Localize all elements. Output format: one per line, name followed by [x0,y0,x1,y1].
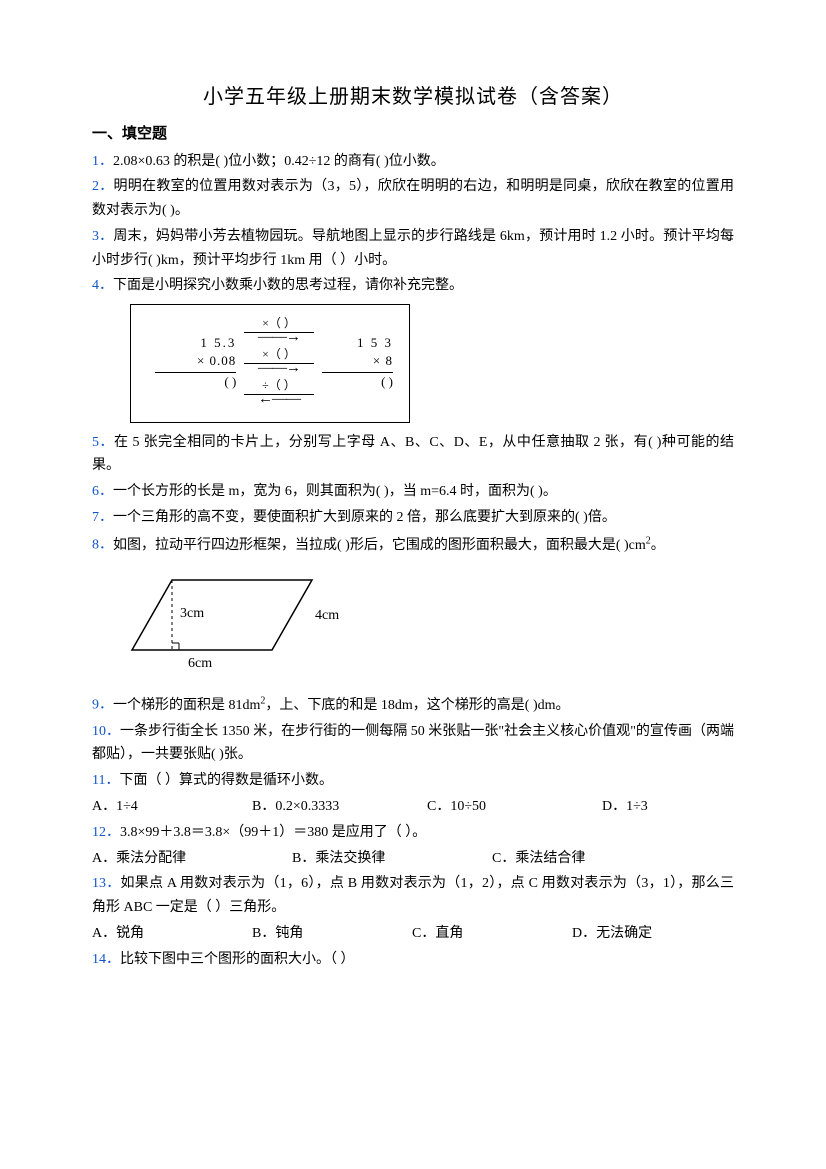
qnum: 3． [92,229,113,244]
question-6: 6．一个长方形的长是 m，宽为 6，则其面积为( )，当 m=6.4 时，面积为… [92,480,734,504]
question-7: 7．一个三角形的高不变，要使面积扩大到原来的 2 倍，那么底要扩大到原来的( )… [92,506,734,530]
question-11-options: A．1÷4 B．0.2×0.3333 C．10÷50 D．1÷3 [92,795,734,819]
qnum: 13． [92,876,120,891]
multiplication-diagram: 1 5.3 × 0.08 ( ) ×（ ） ――→ ×（ ） ――→ ÷（ ） … [130,304,410,422]
question-8: 8．如图，拉动平行四边形框架，当拉成( )形后，它围成的图形面积最大，面积最大是… [92,532,734,557]
qnum: 4． [92,278,113,293]
qnum: 2． [92,179,114,194]
qtext: 在 5 张完全相同的卡片上，分别写上字母 A、B、C、D、E，从中任意抽取 2 … [92,435,734,474]
option-b: B．乘法交换律 [292,847,492,871]
option-d: D．无法确定 [572,922,732,946]
arrow-left-icon: ←―― [236,389,321,410]
qnum: 7． [92,510,113,525]
qnum: 14． [92,952,120,967]
qnum: 6． [92,484,113,499]
question-14: 14．比较下图中三个图形的面积大小。（ ） [92,948,734,972]
qnum: 8． [92,538,113,553]
qtext: 一个三角形的高不变，要使面积扩大到原来的 2 倍，那么底要扩大到原来的( )倍。 [113,510,616,525]
option-d: D．1÷3 [602,795,648,819]
question-2: 2．明明在教室的位置用数对表示为（3，5），欣欣在明明的右边，和明明是同桌，欣欣… [92,175,734,223]
qtext: 周末，妈妈带小芳去植物园玩。导航地图上显示的步行路线是 6km，预计用时 1.2… [92,229,734,268]
arrow-icon: ――→ [236,358,321,379]
qnum: 10． [92,724,120,739]
option-a: A．1÷4 [92,795,252,819]
page-title: 小学五年级上册期末数学模拟试卷（含答案） [92,80,734,114]
para-side-label: 4cm [315,608,339,623]
qnum: 12． [92,825,120,840]
qtext: 下面是小明探究小数乘小数的思考过程，请你补充完整。 [113,278,463,293]
diag-left-top: 1 5.3 [155,334,236,352]
question-11: 11．下面（ ）算式的得数是循环小数。 [92,769,734,793]
para-height-label: 3cm [180,606,204,621]
diag-left-bot: ( ) [155,373,236,391]
option-a: A．锐角 [92,922,252,946]
qtext: 一个梯形的面积是 81dm2，上、下底的和是 18dm，这个梯形的高是( )dm… [113,698,570,713]
question-4: 4．下面是小明探究小数乘小数的思考过程，请你补充完整。 [92,274,734,298]
diag-right-top: 1 5 3 [322,334,393,352]
qnum: 5． [92,435,114,450]
option-c: C．直角 [412,922,572,946]
question-1: 1．2.08×0.63 的积是( )位小数；0.42÷12 的商有( )位小数。 [92,150,734,174]
option-b: B．钝角 [252,922,412,946]
diag-left-mid: × 0.08 [155,352,236,372]
diag-right-mid: × 8 [322,352,393,372]
section-heading: 一、填空题 [92,122,734,148]
question-13: 13．如果点 A 用数对表示为（1，6），点 B 用数对表示为（1，2），点 C… [92,872,734,920]
option-b: B．0.2×0.3333 [252,795,427,819]
qtext: 一个长方形的长是 m，宽为 6，则其面积为( )，当 m=6.4 时，面积为( … [113,484,557,499]
question-12: 12．3.8×99＋3.8＝3.8×（99＋1）＝380 是应用了（ ）。 [92,821,734,845]
diag-right-bot: ( ) [322,373,393,391]
question-5: 5．在 5 张完全相同的卡片上，分别写上字母 A、B、C、D、E，从中任意抽取 … [92,431,734,479]
question-13-options: A．锐角 B．钝角 C．直角 D．无法确定 [92,922,734,946]
question-12-options: A．乘法分配律 B．乘法交换律 C．乘法结合律 [92,847,734,871]
qtext: 2.08×0.63 的积是( )位小数；0.42÷12 的商有( )位小数。 [113,154,445,169]
qnum: 1． [92,154,113,169]
para-base-label: 6cm [188,656,212,671]
qnum: 11． [92,773,119,788]
qtext: 一条步行街全长 1350 米，在步行街的一侧每隔 50 米张贴一张"社会主义核心… [92,724,734,763]
qtext: 下面（ ）算式的得数是循环小数。 [119,773,333,788]
arrow-icon: ――→ [236,327,321,348]
qtext: 3.8×99＋3.8＝3.8×（99＋1）＝380 是应用了（ ）。 [120,825,426,840]
qtext: 如果点 A 用数对表示为（1，6），点 B 用数对表示为（1，2），点 C 用数… [92,876,734,915]
qtext: 比较下图中三个图形的面积大小。（ ） [120,952,355,967]
option-a: A．乘法分配律 [92,847,292,871]
parallelogram-figure: 3cm 4cm 6cm [112,565,352,675]
option-c: C．10÷50 [427,795,602,819]
qnum: 9． [92,698,113,713]
question-10: 10．一条步行街全长 1350 米，在步行街的一侧每隔 50 米张贴一张"社会主… [92,720,734,768]
question-3: 3．周末，妈妈带小芳去植物园玩。导航地图上显示的步行路线是 6km，预计用时 1… [92,225,734,273]
qtext: 如图，拉动平行四边形框架，当拉成( )形后，它围成的图形面积最大，面积最大是( … [113,538,665,553]
qtext: 明明在教室的位置用数对表示为（3，5），欣欣在明明的右边，和明明是同桌，欣欣在教… [92,179,734,218]
question-9: 9．一个梯形的面积是 81dm2，上、下底的和是 18dm，这个梯形的高是( )… [92,692,734,717]
option-c: C．乘法结合律 [492,847,585,871]
